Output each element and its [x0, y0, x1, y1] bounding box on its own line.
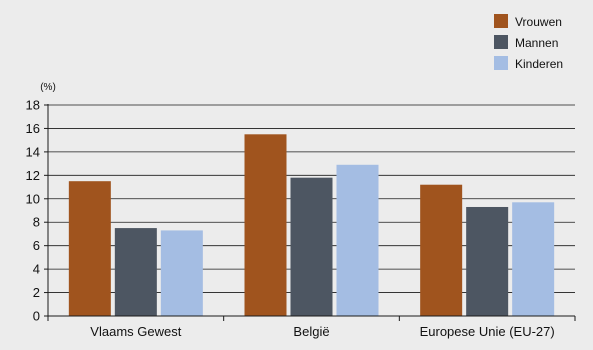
y-tick-label: 8: [33, 215, 40, 230]
bar-vrouwen-3: [420, 184, 463, 316]
bar-mannen-3: [466, 206, 509, 316]
bar-kinderen-3: [512, 202, 555, 316]
y-tick-label: 6: [33, 238, 40, 253]
bar-vrouwen-2: [244, 134, 287, 316]
x-tick-label: België: [293, 324, 329, 339]
y-tick-label: 18: [26, 98, 40, 113]
legend-label-mannen: Mannen: [515, 36, 558, 50]
bar-mannen-1: [114, 228, 157, 316]
y-unit-label: (%): [40, 82, 56, 93]
bar-kinderen-1: [160, 230, 203, 316]
y-tick-label: 14: [26, 144, 40, 159]
bar-vrouwen-1: [68, 181, 111, 316]
y-tick-label: 2: [33, 285, 40, 300]
y-tick-label: 16: [26, 121, 40, 136]
bar-mannen-2: [290, 177, 333, 316]
axes: [47, 104, 576, 321]
y-tick-label: 10: [26, 191, 40, 206]
y-tick-label: 12: [26, 168, 40, 183]
y-tick-label: 4: [33, 262, 40, 277]
legend: Vrouwen Mannen Kinderen: [494, 14, 563, 71]
x-tick-label: Europese Unie (EU-27): [420, 324, 555, 339]
legend-swatch-kinderen: [494, 56, 508, 70]
legend-swatch-mannen: [494, 35, 508, 49]
y-tick-labels: 0 2 4 6 8 10 12 14 16 18: [26, 98, 40, 324]
x-tick-labels: Vlaams Gewest België Europese Unie (EU-27): [90, 324, 554, 339]
legend-swatch-vrouwen: [494, 14, 508, 28]
bar-kinderen-2: [336, 164, 379, 316]
bars: [68, 134, 555, 316]
y-tick-label: 0: [33, 309, 40, 324]
x-tick-label: Vlaams Gewest: [90, 324, 181, 339]
legend-label-kinderen: Kinderen: [515, 57, 563, 71]
legend-label-vrouwen: Vrouwen: [515, 15, 562, 29]
